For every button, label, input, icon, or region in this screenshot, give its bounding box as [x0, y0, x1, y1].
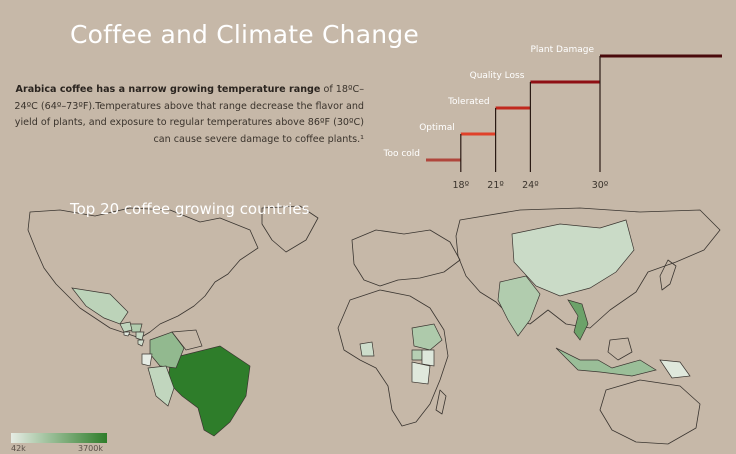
- country-ethiopia[interactable]: [411, 323, 443, 351]
- country-brazil[interactable]: [167, 345, 251, 437]
- legend-max-label: 3700k: [78, 444, 103, 453]
- world-map[interactable]: [0, 200, 736, 454]
- north-america-outline: [27, 207, 259, 339]
- country-china[interactable]: [511, 219, 635, 297]
- country-vietnam[interactable]: [567, 299, 589, 341]
- tick-label-1: 21º: [487, 180, 504, 191]
- intro-paragraph: Arabica coffee has a narrow growing temp…: [8, 82, 364, 148]
- intro-bold: Arabica coffee has a narrow growing temp…: [15, 84, 321, 95]
- africa-outline: [337, 289, 449, 427]
- legend-min-label: 42k: [11, 444, 26, 453]
- country-venezuela: [171, 329, 203, 351]
- greenland-outline: [261, 205, 319, 253]
- madagascar-outline: [435, 389, 447, 415]
- level-label-4: Plant Damage: [530, 45, 594, 55]
- map-title: Top 20 coffee growing countries: [70, 200, 310, 218]
- country-india[interactable]: [497, 275, 541, 337]
- country-uganda[interactable]: [411, 349, 423, 361]
- country-ivory-coast[interactable]: [359, 341, 375, 357]
- level-label-2: Tolerated: [447, 97, 490, 107]
- australia-outline: [599, 379, 701, 445]
- country-ecuador[interactable]: [141, 353, 153, 367]
- country-peru[interactable]: [147, 365, 175, 407]
- country-tanzania[interactable]: [411, 361, 431, 385]
- country-kenya[interactable]: [421, 349, 435, 367]
- tick-label-3: 30º: [592, 180, 609, 191]
- legend-gradient: [11, 433, 107, 443]
- country-nicaragua[interactable]: [135, 331, 145, 341]
- intro-text: of 18ºC–24ºC (64º–73ºF).Temperatures abo…: [14, 84, 364, 145]
- europe-outline: [351, 229, 461, 287]
- country-mexico[interactable]: [71, 287, 129, 325]
- country-el-salvador[interactable]: [123, 331, 131, 337]
- japan-outline: [659, 259, 677, 291]
- asia-outline: [455, 207, 721, 329]
- borneo-outline: [607, 337, 633, 361]
- map-legend: 42k 3700k: [11, 433, 111, 453]
- country-costa-rica[interactable]: [137, 339, 145, 347]
- tick-label-0: 18º: [453, 180, 470, 191]
- country-indonesia[interactable]: [555, 347, 657, 377]
- country-papua-new-guinea[interactable]: [659, 359, 691, 379]
- temperature-range-chart: Too cold Optimal Tolerated Quality Loss Plan…: [382, 45, 722, 191]
- country-guatemala[interactable]: [119, 321, 133, 333]
- level-label-0: Too cold: [382, 149, 420, 159]
- level-label-3: Quality Loss: [470, 71, 525, 81]
- level-label-1: Optimal: [419, 123, 455, 133]
- tick-label-2: 24º: [522, 180, 539, 191]
- page-title: Coffee and Climate Change: [70, 20, 419, 49]
